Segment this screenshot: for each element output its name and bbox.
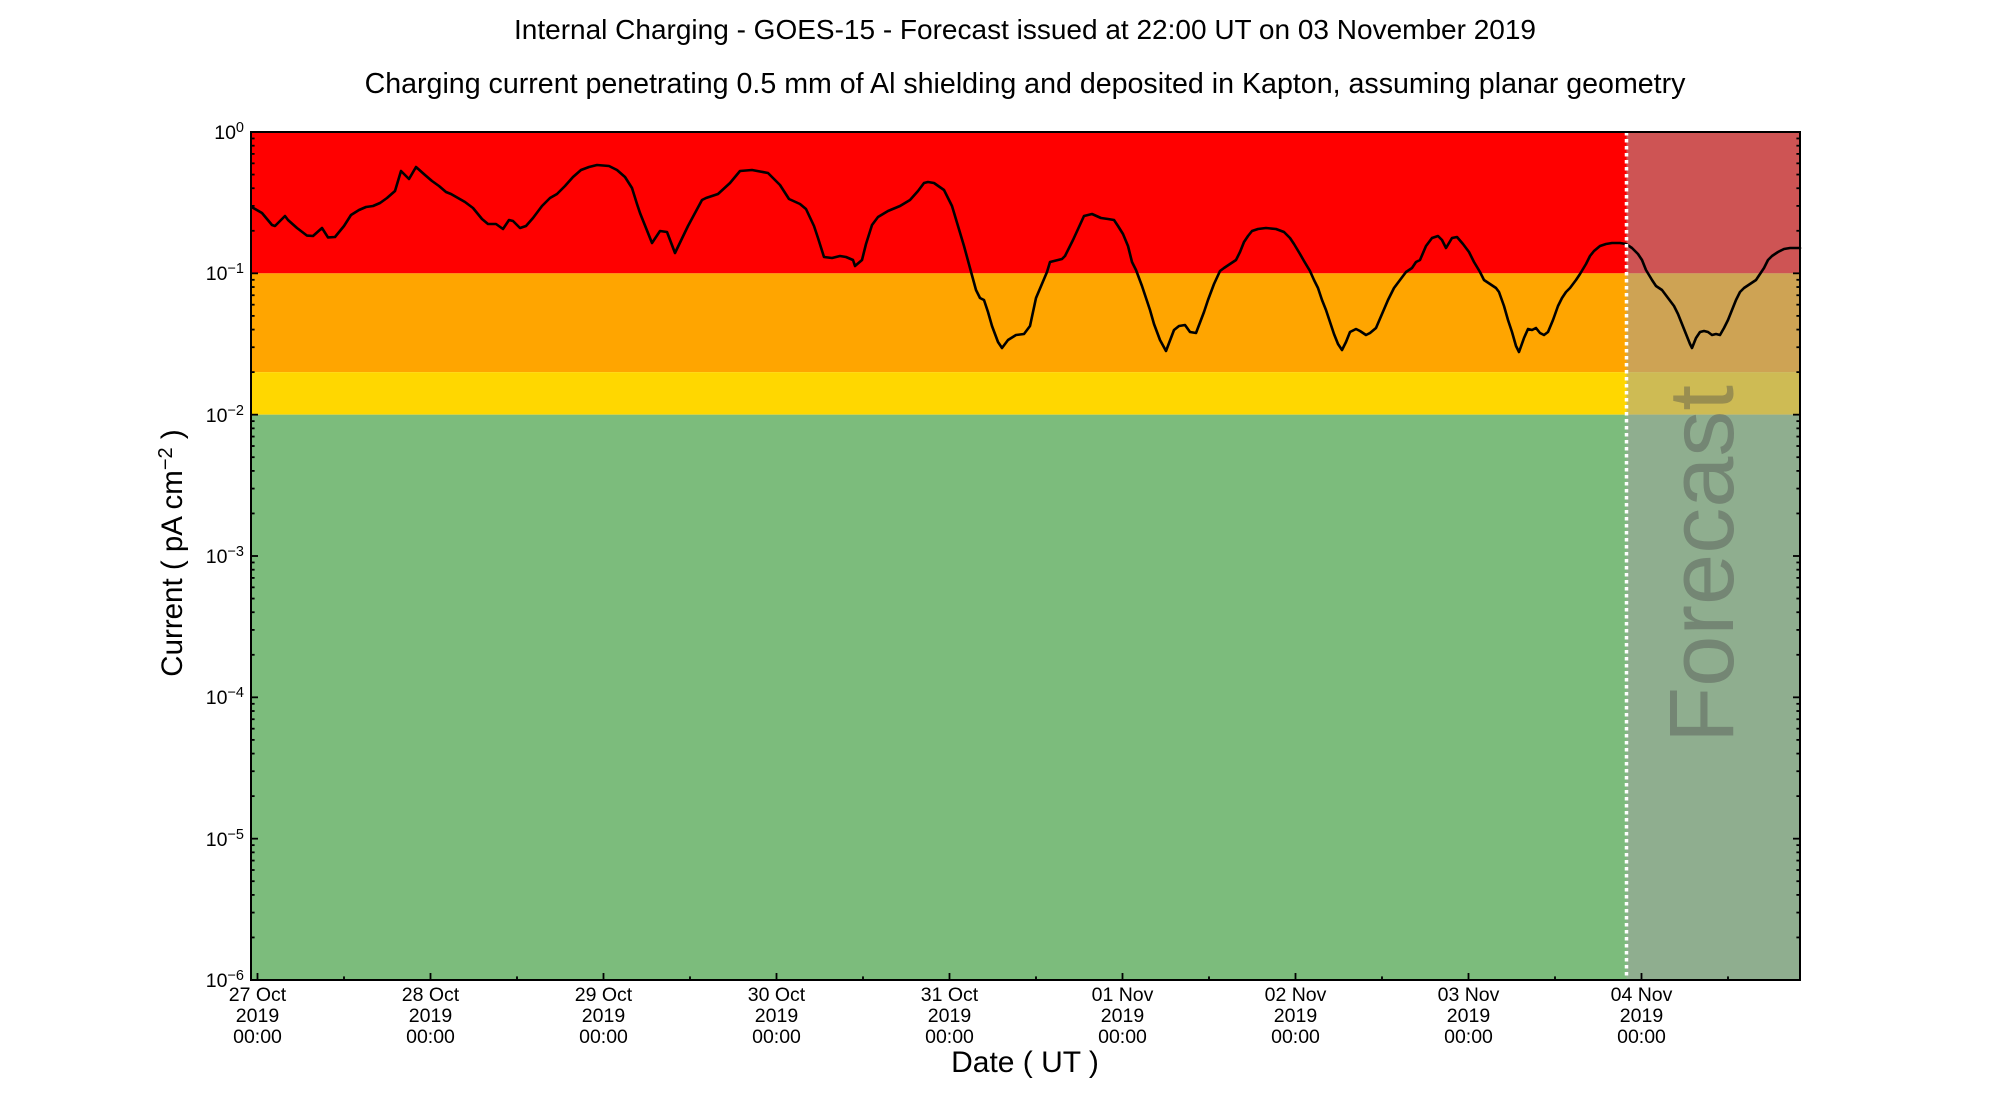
svg-text:Forecast: Forecast xyxy=(1651,385,1753,743)
